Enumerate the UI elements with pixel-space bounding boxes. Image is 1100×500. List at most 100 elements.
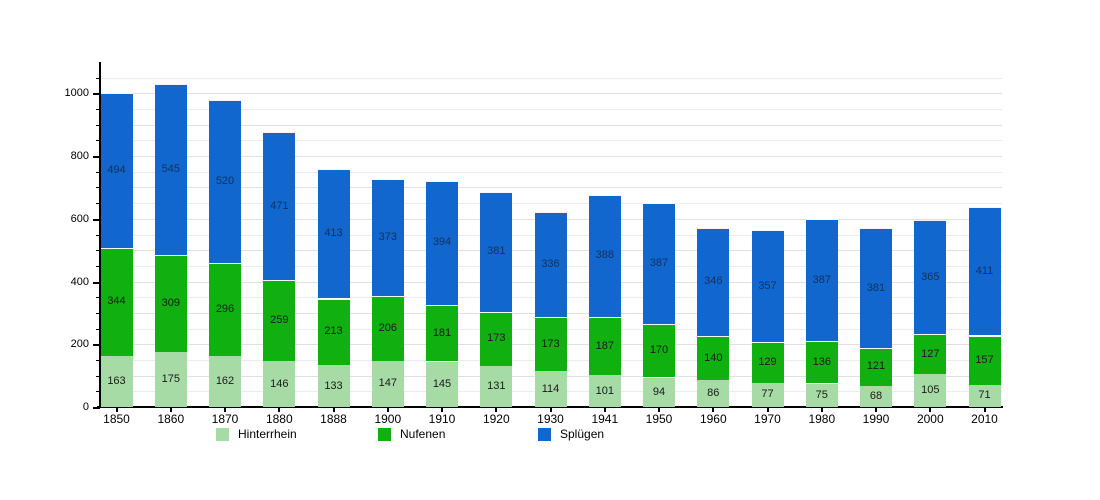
x-axis-tick xyxy=(875,408,877,412)
bar-value-label: 381 xyxy=(866,281,886,294)
bar-segment-hinterrhein xyxy=(697,380,730,407)
bar-segment-nufenen xyxy=(697,336,730,380)
x-axis-label: 1990 xyxy=(862,412,890,426)
x-axis-label: 1910 xyxy=(428,412,456,426)
bar-value-label: 71 xyxy=(978,389,991,402)
y-axis-tick xyxy=(93,281,100,284)
x-axis-label: 1920 xyxy=(482,412,510,426)
bar-segment-hinterrhein xyxy=(426,361,458,407)
y-axis-tick xyxy=(96,171,100,173)
bar-value-label: 259 xyxy=(270,314,289,327)
bar-value-label: 129 xyxy=(758,356,777,369)
bar-value-label: 77 xyxy=(761,388,774,401)
bar-segment-nufenen xyxy=(317,298,350,366)
bar-segment-splugen xyxy=(751,230,784,343)
bar-segment-hinterrhein xyxy=(317,365,350,407)
bar-value-label: 387 xyxy=(649,257,669,269)
bar-value-label: 175 xyxy=(161,373,180,386)
y-axis-label: 600 xyxy=(70,212,89,225)
bar-segment-splugen xyxy=(697,227,730,337)
y-axis-tick xyxy=(93,344,100,347)
y-axis-tick xyxy=(93,156,100,158)
bar-value-label: 181 xyxy=(432,326,452,339)
bar-value-label: 101 xyxy=(595,384,614,397)
y-axis-tick xyxy=(96,203,100,205)
bar-segment-nufenen xyxy=(805,340,838,384)
bar-value-label: 140 xyxy=(704,351,723,364)
bar-segment-nufenen xyxy=(534,317,567,372)
bar-value-label: 86 xyxy=(707,387,720,399)
bar-value-label: 346 xyxy=(704,275,723,288)
bar-value-label: 136 xyxy=(812,355,831,368)
bar-value-label: 170 xyxy=(649,344,669,357)
bar-value-label: 145 xyxy=(432,377,452,390)
bar-segment-nufenen xyxy=(588,316,621,376)
bar-segment-splugen xyxy=(263,132,296,280)
y-axis-tick xyxy=(96,109,100,110)
bar-segment-nufenen xyxy=(643,324,675,378)
bar-segment-nufenen xyxy=(860,347,892,386)
x-axis-tick xyxy=(658,408,660,412)
x-axis-tick xyxy=(549,408,552,412)
y-axis-tick xyxy=(96,359,100,361)
x-axis-tick xyxy=(603,408,606,412)
x-axis-tick xyxy=(441,408,443,412)
bar-value-label: 413 xyxy=(324,227,343,240)
bar-value-label: 157 xyxy=(975,353,994,366)
x-axis-label: 1850 xyxy=(103,412,130,426)
x-axis-label: 1888 xyxy=(320,412,347,426)
bar-value-label: 309 xyxy=(161,297,180,310)
bar-segment-splugen xyxy=(805,219,838,341)
bar-value-label: 94 xyxy=(652,385,666,398)
x-axis-tick xyxy=(929,408,932,412)
y-axis-tick xyxy=(96,187,100,189)
x-axis-tick xyxy=(983,408,986,412)
x-axis-tick xyxy=(495,408,498,412)
bar-value-label: 114 xyxy=(541,382,560,395)
bar-segment-hinterrhein xyxy=(480,365,513,407)
bar-segment-nufenen xyxy=(100,248,133,356)
bar-value-label: 75 xyxy=(815,388,828,401)
y-axis-line xyxy=(99,62,101,408)
bar-segment-splugen xyxy=(100,93,133,248)
bar-value-label: 344 xyxy=(107,295,126,308)
bar-value-label: 127 xyxy=(921,347,940,360)
x-axis-label: 1860 xyxy=(157,412,185,426)
bar-segment-splugen xyxy=(860,228,892,348)
bar-value-label: 121 xyxy=(866,360,886,373)
x-axis-label: 1930 xyxy=(537,412,564,426)
x-axis-label: 1941 xyxy=(591,412,619,426)
y-axis-label: 200 xyxy=(70,338,89,351)
gridline xyxy=(101,93,1002,95)
y-axis-tick xyxy=(96,234,100,236)
gridline xyxy=(101,203,1002,205)
x-axis-tick xyxy=(224,408,226,412)
gridline xyxy=(101,109,1002,110)
bar-segment-hinterrhein xyxy=(154,352,187,407)
x-axis-label: 2010 xyxy=(971,412,998,426)
bar-value-label: 545 xyxy=(161,163,180,176)
y-axis-tick xyxy=(93,218,100,221)
bar-segment-hinterrhein xyxy=(371,360,404,407)
x-axis-tick xyxy=(712,408,715,412)
y-axis-tick xyxy=(93,93,100,96)
y-axis-tick xyxy=(96,77,100,79)
bar-segment-nufenen xyxy=(914,334,947,374)
bar-segment-nufenen xyxy=(968,335,1001,385)
bar-value-label: 213 xyxy=(324,325,343,338)
x-axis-line xyxy=(97,406,1003,408)
gridline xyxy=(101,187,1002,189)
bar-value-label: 131 xyxy=(487,380,506,392)
y-axis-label: 400 xyxy=(70,275,89,288)
bar-segment-nufenen xyxy=(263,280,296,362)
bar-segment-hinterrhein xyxy=(100,355,133,407)
bar-value-label: 494 xyxy=(107,164,126,176)
bar-value-label: 365 xyxy=(921,270,940,283)
bar-segment-nufenen xyxy=(426,304,458,362)
gridline xyxy=(101,140,1002,142)
y-axis-tick xyxy=(96,250,100,252)
bar-value-label: 381 xyxy=(487,245,506,258)
x-axis-tick xyxy=(332,408,335,412)
y-axis-tick xyxy=(96,124,100,126)
